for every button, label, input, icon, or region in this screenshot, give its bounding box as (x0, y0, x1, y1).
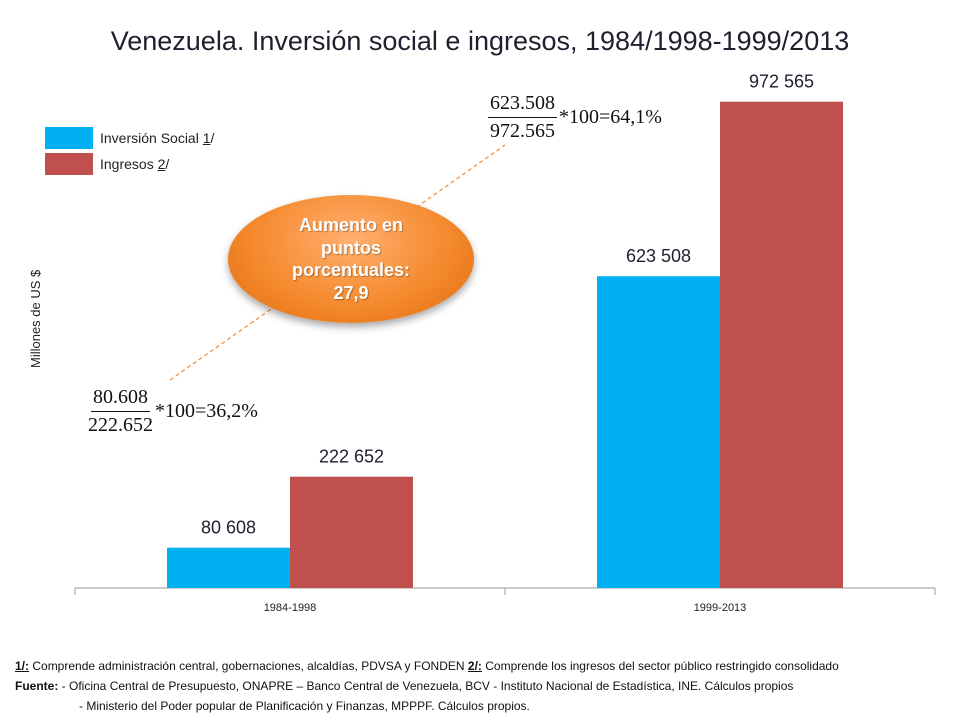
x-tick-label: 1999-2013 (694, 602, 747, 614)
legend-label-text: Inversión Social (100, 130, 203, 146)
source-line-2: - Ministerio del Poder popular de Planif… (79, 699, 530, 713)
footnotes: 1/: Comprende administración central, go… (15, 656, 839, 716)
data-label: 623 508 (626, 246, 691, 266)
footnote-text-1: Comprende administración central, gobern… (29, 659, 468, 673)
legend-label-ref: 1 (202, 130, 211, 146)
formula-right-denominator: 972.565 (490, 120, 555, 142)
data-label: 972 565 (749, 72, 814, 92)
data-label: 80 608 (201, 518, 256, 538)
legend-swatch-ingresos (45, 153, 93, 175)
legend-item-inversion: Inversión Social 1/ (45, 126, 214, 150)
formula-left-result: *100=36,2% (155, 400, 258, 422)
legend-label-suffix: / (165, 156, 170, 172)
legend-swatch-inversion (45, 127, 93, 149)
source-line-1: Fuente: - Oficina Central de Presupuesto… (15, 676, 839, 696)
footnote-ref-2: 2/: (467, 659, 482, 673)
legend-label-inversion: Inversión Social 1/ (100, 130, 214, 146)
bar-ingresos-0 (290, 476, 413, 588)
footnote-text-2: Comprende los ingresos del sector públic… (481, 659, 839, 673)
bar-inversion-1 (597, 276, 720, 588)
formula-left: 80.608 222.652 *100=36,2% (88, 386, 258, 437)
legend-label-ingresos: Ingresos 2/ (100, 156, 169, 172)
footnote-ref-1: 1/: (15, 659, 30, 673)
bar-inversion-0 (167, 547, 290, 588)
data-label: 222 652 (319, 447, 384, 467)
increase-bubble-text: Aumento en puntos porcentuales: 27,9 (291, 215, 411, 303)
source-label: Fuente: (15, 679, 59, 693)
bar-ingresos-1 (720, 101, 843, 588)
chart-title: Venezuela. Inversión social e ingresos, … (110, 26, 850, 56)
legend-label-ref: 2 (157, 156, 166, 172)
formula-right: 623.508 972.565 *100=64,1% (488, 92, 662, 143)
formula-right-numerator: 623.508 (488, 92, 557, 118)
increase-bubble: Aumento en puntos porcentuales: 27,9 (228, 195, 474, 323)
formula-right-result: *100=64,1% (559, 106, 662, 128)
legend-label-suffix: / (210, 130, 215, 146)
footnote-line-1: 1/: Comprende administración central, go… (15, 656, 839, 676)
legend-item-ingresos: Ingresos 2/ (45, 152, 214, 176)
legend-label-text: Ingresos (100, 156, 158, 172)
source-text-1: - Oficina Central de Presupuesto, ONAPRE… (58, 679, 794, 693)
formula-left-denominator: 222.652 (88, 414, 153, 436)
legend: Inversión Social 1/ Ingresos 2/ (45, 126, 214, 178)
formula-right-fraction: 623.508 972.565 (488, 92, 557, 143)
formula-left-numerator: 80.608 (91, 386, 150, 412)
formula-left-fraction: 80.608 222.652 (88, 386, 153, 437)
x-tick-label: 1984-1998 (264, 602, 317, 614)
